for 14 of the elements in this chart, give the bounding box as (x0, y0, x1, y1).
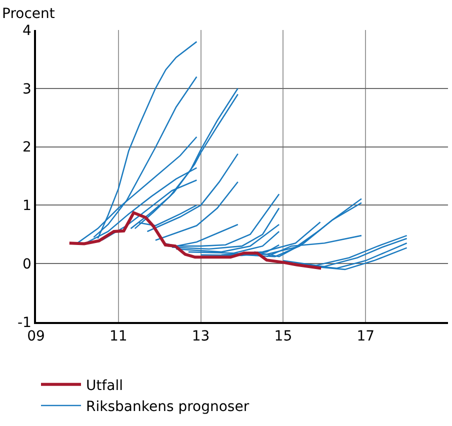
x-tick-label: 15 (274, 328, 292, 345)
x-tick-label: 17 (356, 328, 375, 345)
y-tick-label: 0 (22, 256, 32, 272)
y-tick-label: 4 (22, 22, 32, 39)
y-axis-title: Procent (2, 6, 56, 22)
y-tick-label: 2 (22, 140, 32, 156)
legend-label: Riksbankens prognoser (86, 398, 250, 415)
y-tick-label: 1 (22, 198, 32, 214)
x-tick-label: 09 (27, 328, 45, 345)
x-tick-label: 13 (192, 328, 210, 345)
y-tick-label: 3 (22, 81, 32, 98)
legend-label: Utfall (86, 378, 124, 394)
x-tick-label: 11 (109, 328, 128, 345)
y-tick-label: -1 (17, 314, 32, 331)
